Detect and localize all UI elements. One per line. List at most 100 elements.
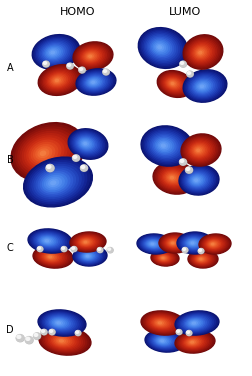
Ellipse shape [148, 242, 156, 246]
Ellipse shape [72, 247, 74, 249]
Ellipse shape [84, 76, 104, 89]
Ellipse shape [47, 165, 51, 168]
Ellipse shape [152, 162, 196, 194]
Ellipse shape [192, 177, 200, 183]
Ellipse shape [39, 250, 65, 264]
Ellipse shape [78, 250, 100, 262]
Ellipse shape [33, 232, 65, 250]
Ellipse shape [160, 256, 166, 260]
Ellipse shape [198, 52, 201, 54]
Ellipse shape [158, 338, 166, 343]
Ellipse shape [68, 129, 107, 159]
Ellipse shape [70, 131, 104, 157]
Ellipse shape [22, 133, 70, 171]
Ellipse shape [185, 331, 191, 335]
Ellipse shape [45, 314, 76, 331]
Ellipse shape [16, 335, 24, 341]
Ellipse shape [187, 40, 215, 65]
Ellipse shape [46, 255, 55, 259]
Ellipse shape [80, 165, 87, 171]
Ellipse shape [85, 76, 102, 88]
Ellipse shape [167, 80, 177, 88]
Ellipse shape [73, 234, 101, 250]
Ellipse shape [38, 65, 81, 96]
Ellipse shape [159, 256, 167, 260]
Ellipse shape [189, 76, 217, 97]
Ellipse shape [178, 233, 209, 252]
Ellipse shape [144, 129, 188, 163]
Ellipse shape [71, 247, 77, 252]
Ellipse shape [187, 72, 190, 74]
Ellipse shape [72, 233, 103, 251]
Ellipse shape [189, 142, 209, 158]
Ellipse shape [186, 71, 193, 77]
Ellipse shape [163, 171, 182, 185]
Ellipse shape [163, 237, 184, 249]
Ellipse shape [87, 54, 93, 58]
Ellipse shape [55, 337, 69, 345]
Ellipse shape [76, 45, 108, 67]
Ellipse shape [47, 73, 69, 88]
Ellipse shape [71, 247, 77, 252]
Ellipse shape [162, 236, 185, 250]
Ellipse shape [150, 334, 176, 348]
Ellipse shape [182, 236, 205, 250]
Ellipse shape [56, 338, 67, 344]
Ellipse shape [79, 68, 82, 70]
Ellipse shape [185, 238, 200, 248]
Ellipse shape [54, 320, 64, 326]
Ellipse shape [199, 235, 229, 253]
Ellipse shape [193, 254, 210, 264]
Text: B: B [7, 155, 13, 165]
Ellipse shape [157, 71, 192, 97]
Ellipse shape [150, 134, 179, 157]
Ellipse shape [158, 71, 191, 96]
Ellipse shape [85, 52, 96, 60]
Ellipse shape [40, 172, 70, 193]
Ellipse shape [40, 151, 46, 155]
Ellipse shape [53, 77, 62, 84]
Ellipse shape [153, 335, 173, 346]
Ellipse shape [184, 317, 206, 329]
Ellipse shape [73, 246, 107, 266]
Ellipse shape [45, 70, 73, 90]
Ellipse shape [152, 335, 174, 347]
Ellipse shape [166, 79, 179, 88]
Ellipse shape [171, 242, 173, 244]
Ellipse shape [161, 74, 186, 93]
Ellipse shape [208, 241, 217, 247]
Ellipse shape [196, 82, 208, 91]
Ellipse shape [40, 237, 55, 245]
Ellipse shape [82, 141, 88, 146]
Ellipse shape [144, 239, 162, 249]
Ellipse shape [156, 321, 163, 324]
Ellipse shape [49, 74, 67, 87]
Ellipse shape [159, 143, 167, 149]
Ellipse shape [170, 177, 173, 179]
Ellipse shape [193, 178, 199, 182]
Ellipse shape [84, 241, 86, 243]
Ellipse shape [188, 320, 200, 327]
Ellipse shape [156, 338, 168, 344]
Ellipse shape [166, 173, 178, 182]
Ellipse shape [144, 330, 184, 352]
Ellipse shape [183, 337, 203, 348]
Ellipse shape [179, 159, 183, 162]
Ellipse shape [189, 241, 195, 244]
Ellipse shape [75, 331, 81, 336]
Ellipse shape [147, 241, 158, 247]
Ellipse shape [174, 331, 214, 353]
Ellipse shape [34, 36, 77, 68]
Ellipse shape [74, 247, 105, 265]
Ellipse shape [186, 39, 217, 66]
Ellipse shape [206, 240, 219, 248]
Ellipse shape [86, 255, 88, 257]
Ellipse shape [141, 237, 166, 251]
Ellipse shape [192, 78, 213, 94]
Ellipse shape [82, 74, 107, 91]
Ellipse shape [188, 340, 196, 344]
Ellipse shape [51, 51, 54, 54]
Ellipse shape [44, 253, 58, 261]
Ellipse shape [79, 72, 111, 92]
Ellipse shape [103, 70, 109, 75]
